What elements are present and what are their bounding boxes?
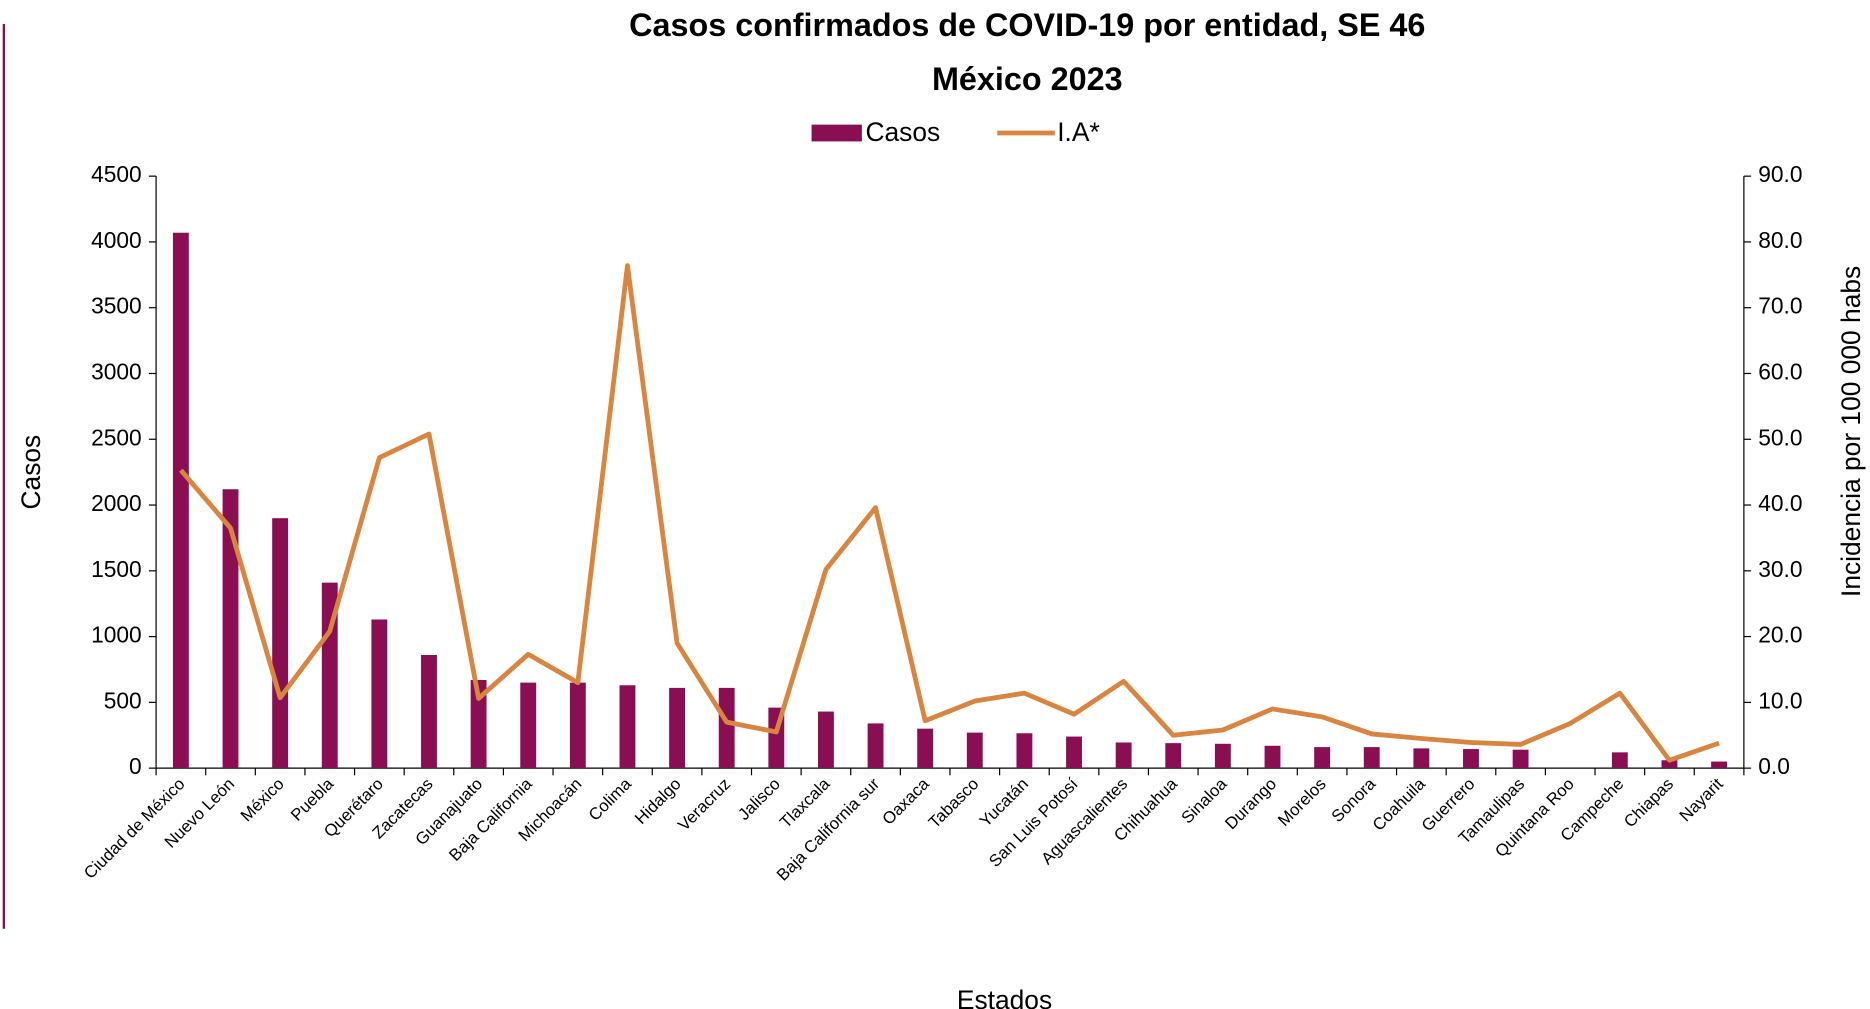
bar xyxy=(669,687,686,769)
bar xyxy=(817,711,834,769)
x-tick-label: Colima xyxy=(585,774,636,825)
legend-swatch xyxy=(811,124,862,142)
x-tick-label: Veracruz xyxy=(674,774,734,834)
bar xyxy=(222,489,239,769)
line xyxy=(179,263,1720,763)
bar xyxy=(1711,761,1728,769)
bar xyxy=(1363,747,1380,769)
x-tick-label: Chiapas xyxy=(1620,774,1677,831)
x-tick-label: Nayarit xyxy=(1676,774,1727,825)
bar xyxy=(272,518,289,769)
bar xyxy=(421,655,437,769)
bar xyxy=(569,682,586,769)
y-tick-label: 1500 xyxy=(91,556,142,582)
bar xyxy=(172,232,189,769)
y2-tick-label: 10.0 xyxy=(1758,687,1802,713)
y2-tick-label: 20.0 xyxy=(1758,622,1802,648)
x-tick-label: Morelos xyxy=(1274,774,1330,830)
bar xyxy=(1264,745,1281,769)
y-tick-label: 3000 xyxy=(91,358,142,384)
y2-tick-label: 50.0 xyxy=(1758,424,1802,450)
chart-subtitle: México 2023 xyxy=(932,61,1123,97)
bar xyxy=(1463,749,1479,769)
bar xyxy=(520,682,537,769)
x-tick-label: San Luis Potosí xyxy=(985,774,1082,871)
bar xyxy=(1214,743,1231,769)
bar xyxy=(1661,760,1678,769)
x-tick-label: Durango xyxy=(1221,774,1280,833)
y-tick-label: 500 xyxy=(104,687,142,713)
chart-title: Casos confirmados de COVID-19 por entida… xyxy=(629,7,1425,43)
y2-tick-label: 30.0 xyxy=(1758,556,1802,582)
legend-label: Casos xyxy=(865,117,940,147)
y2-tick-label: 60.0 xyxy=(1758,358,1802,384)
bar xyxy=(718,687,735,769)
y-tick-label: 4000 xyxy=(91,227,142,253)
y2-tick-label: 80.0 xyxy=(1758,227,1802,253)
y-tick-label: 4500 xyxy=(91,161,142,187)
bar xyxy=(917,728,934,769)
y-tick-label: 1000 xyxy=(91,622,142,648)
x-tick-label: Tabasco xyxy=(925,774,983,832)
legend-label: I.A* xyxy=(1057,117,1100,147)
bar xyxy=(1413,748,1430,769)
bar xyxy=(1165,743,1182,769)
y-tick-label: 2500 xyxy=(91,424,142,450)
y-tick-label: 3500 xyxy=(91,293,142,319)
bar xyxy=(321,582,338,769)
y2-tick-label: 90.0 xyxy=(1758,161,1802,187)
bar xyxy=(1314,747,1331,769)
bar xyxy=(966,732,983,769)
bar xyxy=(371,619,388,769)
bar xyxy=(867,723,884,769)
y-tick-label: 0 xyxy=(129,753,142,779)
bar xyxy=(1611,752,1628,769)
y2-axis-label: Incidencia por 100 000 habs xyxy=(1836,266,1866,597)
bar xyxy=(1066,736,1082,769)
bar xyxy=(1115,742,1132,769)
bar xyxy=(470,679,487,769)
y-tick-label: 2000 xyxy=(91,490,142,516)
bar xyxy=(619,685,636,769)
y2-tick-label: 40.0 xyxy=(1758,490,1802,516)
bar xyxy=(1512,749,1529,769)
y2-tick-label: 70.0 xyxy=(1758,293,1802,319)
y-axis-label: Casos xyxy=(16,435,46,510)
x-tick-label: Aguascalientes xyxy=(1037,774,1131,868)
x-axis-label: Estados xyxy=(957,985,1052,1009)
x-tick-label: México xyxy=(237,774,288,825)
bar xyxy=(1016,733,1033,769)
y2-tick-label: 0.0 xyxy=(1758,753,1790,779)
